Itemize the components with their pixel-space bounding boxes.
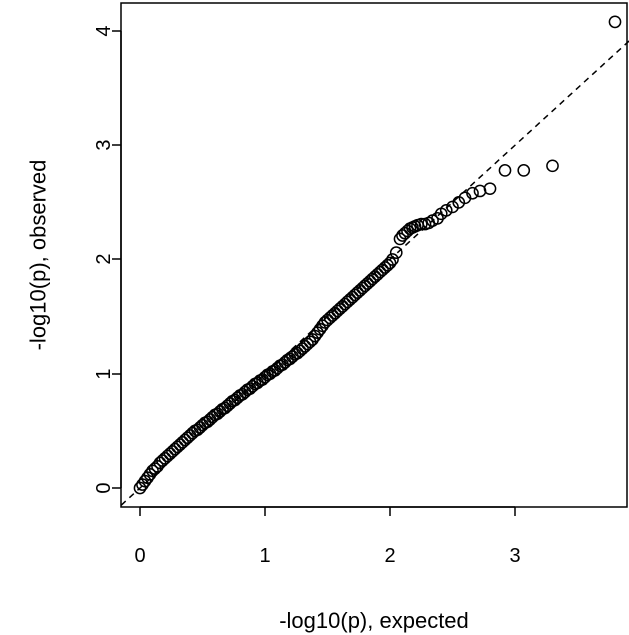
x-tick-label-0: 0 [134, 545, 145, 567]
y-tick-label-2: 2 [93, 253, 115, 264]
x-tick-label-1: 1 [259, 545, 270, 567]
y-axis-title: -log10(p), observed [26, 160, 51, 351]
data-point [546, 159, 559, 173]
data-point [414, 217, 428, 231]
y-tick-label-1: 1 [93, 368, 115, 379]
x-axis: 0 1 2 3 -log10(p), expected [134, 506, 521, 633]
y-tick-label-3: 3 [93, 139, 115, 150]
data-point [483, 182, 497, 196]
y-tick-label-4: 4 [93, 25, 115, 36]
data-point [386, 253, 399, 266]
y-tick-label-0: 0 [93, 482, 115, 493]
x-tick-label-2: 2 [384, 545, 395, 567]
x-tick-label-3: 3 [509, 545, 520, 567]
data-point [498, 164, 512, 177]
data-point [466, 186, 479, 200]
data-point [517, 164, 531, 177]
data-point [389, 246, 403, 259]
data-point [608, 15, 622, 29]
data-point [439, 204, 453, 217]
points-layer [133, 15, 622, 495]
data-point [383, 256, 397, 270]
x-axis-title: -log10(p), expected [279, 608, 469, 633]
y-axis: 0 1 2 3 4 -log10(p), observed [26, 25, 122, 494]
